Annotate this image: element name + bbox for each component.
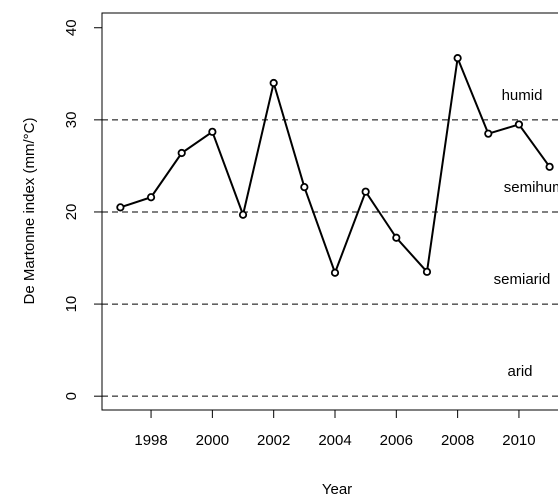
data-point [330,268,340,277]
threshold-label: humid [502,87,543,104]
plot-frame [101,12,558,411]
data-point [484,129,493,138]
data-point [453,54,462,63]
y-tick-label: 30 [63,112,80,129]
data-point [208,127,217,136]
x-tick-label: 2002 [257,432,290,449]
data-point [146,193,156,202]
threshold-label: semihumid [504,179,558,196]
y-tick-label: 0 [63,392,80,400]
data-point [392,233,401,242]
y-tick-label: 10 [63,296,80,313]
data-point [177,148,186,158]
y-tick-label: 20 [63,204,80,221]
data-point [422,267,432,276]
data-point [238,210,248,219]
y-tick-label: 40 [63,19,80,36]
data-point [300,182,309,192]
x-axis-label: Year [322,481,352,498]
x-tick-label: 2004 [318,432,351,449]
threshold-label: semiarid [494,271,551,288]
data-point [116,203,125,212]
data-point [269,78,278,88]
x-tick-label: 2008 [441,432,474,449]
y-axis-label: De Martonne index (mm/°C) [21,118,38,305]
data-point [361,187,370,196]
x-tick-label: 2006 [380,432,413,449]
data-point [545,162,554,171]
x-tick-label: 2010 [502,432,535,449]
threshold-label: arid [507,363,532,380]
data-point [514,120,524,129]
data-line [120,54,551,276]
x-tick-label: 1998 [134,432,167,449]
x-tick-label: 2000 [196,432,229,449]
